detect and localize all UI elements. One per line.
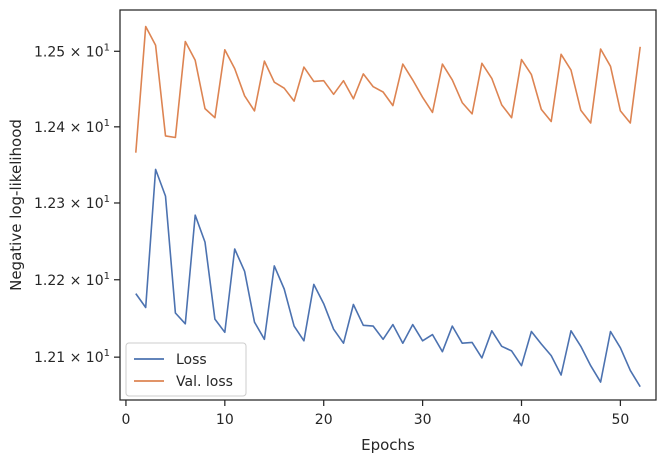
x-tick-label: 0 — [121, 412, 130, 428]
x-tick-label: 40 — [513, 412, 531, 428]
plot-frame — [119, 9, 657, 401]
legend-label-val-loss: Val. loss — [176, 374, 233, 390]
series-lines — [135, 25, 641, 388]
x-tick-label: 50 — [611, 412, 629, 428]
legend-label-loss: Loss — [176, 352, 207, 368]
y-tick-label: 1.24 × 101 — [34, 118, 110, 136]
y-tick-label: 1.21 × 101 — [34, 348, 110, 366]
series-line-loss — [135, 168, 641, 388]
legend: Loss Val. loss — [125, 342, 247, 397]
x-tick-label: 20 — [315, 412, 333, 428]
x-axis-label: Epochs — [361, 436, 415, 454]
y-tick-label: 1.22 × 101 — [34, 271, 110, 289]
x-axis-ticks: 0 10 20 30 40 50 — [121, 400, 629, 428]
y-tick-label: 1.25 × 101 — [34, 42, 110, 60]
y-tick-label: 1.23 × 101 — [34, 194, 110, 212]
y-axis-ticks: 1.21 × 101 1.22 × 101 1.23 × 101 1.24 × 101… — [34, 42, 120, 366]
x-tick-label: 30 — [414, 412, 432, 428]
x-tick-label: 10 — [216, 412, 234, 428]
series-line-val-loss — [135, 25, 641, 153]
y-axis-label: Negative log-likelihood — [7, 119, 25, 291]
legend-box — [125, 342, 247, 397]
